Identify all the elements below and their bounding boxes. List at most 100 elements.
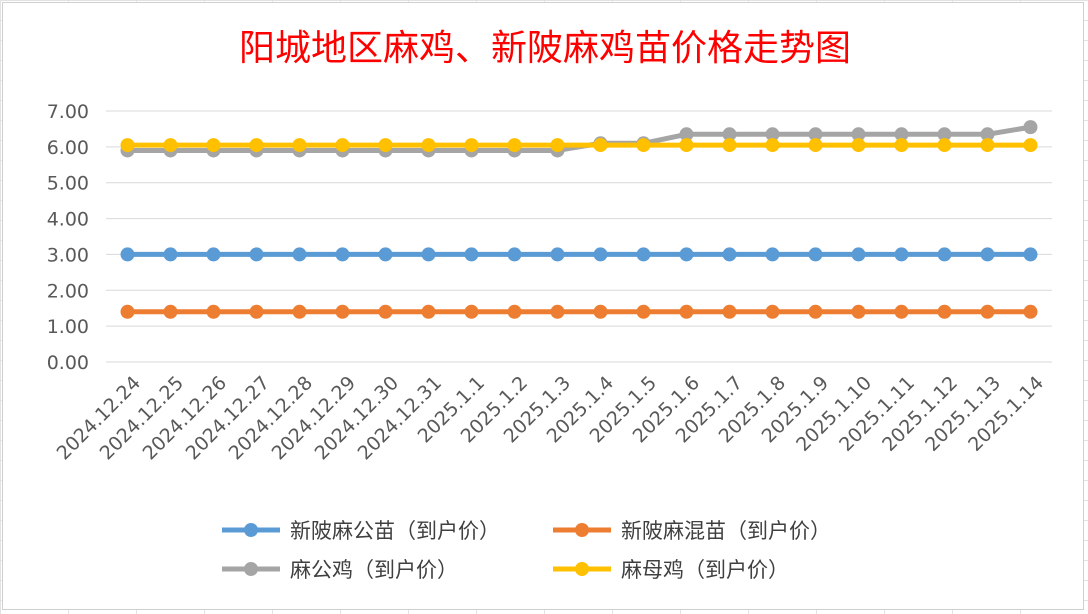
data-point [851, 127, 866, 142]
legend-item: 麻母鸡（到户价） [553, 558, 789, 582]
data-point [249, 304, 264, 319]
chart-title: 阳城地区麻鸡、新陂麻鸡苗价格走势图 [239, 28, 851, 69]
data-point [120, 138, 135, 153]
data-point [765, 247, 780, 262]
data-point [593, 247, 608, 262]
data-point [464, 304, 479, 319]
data-point [292, 138, 307, 153]
data-point [679, 138, 694, 153]
data-point [722, 304, 737, 319]
x-axis-ticks: 2024.12.242024.12.252024.12.262024.12.27… [53, 372, 1048, 464]
data-point [1023, 138, 1038, 153]
series-3 [120, 138, 1038, 153]
data-point [550, 138, 565, 153]
legend-item: 新陂麻公苗（到户价） [222, 519, 500, 543]
data-point [464, 138, 479, 153]
data-point [765, 127, 780, 142]
y-tick-label: 3.00 [47, 244, 89, 266]
legend-label: 新陂麻混苗（到户价） [621, 519, 831, 543]
data-point [679, 127, 694, 142]
data-point [894, 138, 909, 153]
data-point [550, 304, 565, 319]
y-axis-ticks: 0.00 1.00 2.00 3.00 4.00 5.00 6.00 7.00 [47, 101, 89, 374]
data-point [722, 138, 737, 153]
data-point [808, 304, 823, 319]
data-point [120, 304, 135, 319]
data-point [163, 247, 178, 262]
data-point [937, 247, 952, 262]
data-point [507, 304, 522, 319]
data-point [206, 304, 221, 319]
data-point [1023, 247, 1038, 262]
data-point [937, 127, 952, 142]
data-point [851, 138, 866, 153]
legend: 新陂麻公苗（到户价） 新陂麻混苗（到户价） 麻公鸡（到户价） 麻母鸡（到户价） [222, 519, 831, 582]
data-point [378, 304, 393, 319]
data-point [335, 304, 350, 319]
y-tick-label: 1.00 [47, 316, 89, 338]
legend-swatch-marker [244, 562, 258, 576]
data-point [636, 247, 651, 262]
data-point [1023, 304, 1038, 319]
data-point [593, 138, 608, 153]
data-point [335, 247, 350, 262]
data-point [679, 304, 694, 319]
data-point [980, 127, 995, 142]
legend-swatch-marker [244, 523, 258, 537]
data-point [894, 304, 909, 319]
data-point [163, 138, 178, 153]
data-point [937, 304, 952, 319]
legend-item: 新陂麻混苗（到户价） [553, 519, 831, 543]
y-tick-label: 7.00 [47, 101, 89, 123]
data-point [765, 304, 780, 319]
data-point [1023, 120, 1038, 135]
data-point [163, 304, 178, 319]
data-point [679, 247, 694, 262]
legend-item: 麻公鸡（到户价） [222, 558, 458, 582]
data-point [249, 247, 264, 262]
data-point [507, 247, 522, 262]
series-layer [120, 120, 1038, 319]
data-point [894, 247, 909, 262]
data-point [550, 247, 565, 262]
y-tick-label: 2.00 [47, 280, 89, 302]
data-point [851, 247, 866, 262]
data-point [851, 304, 866, 319]
data-point [421, 138, 436, 153]
series-0 [120, 247, 1038, 262]
data-point [808, 247, 823, 262]
data-point [980, 247, 995, 262]
y-tick-label: 0.00 [47, 352, 89, 374]
data-point [120, 247, 135, 262]
data-point [593, 304, 608, 319]
data-point [378, 138, 393, 153]
data-point [636, 304, 651, 319]
data-point [378, 247, 393, 262]
data-point [808, 138, 823, 153]
data-point [206, 138, 221, 153]
legend-label: 麻母鸡（到户价） [621, 558, 789, 582]
data-point [464, 247, 479, 262]
data-point [335, 138, 350, 153]
data-point [636, 138, 651, 153]
data-point [722, 247, 737, 262]
y-tick-label: 6.00 [47, 137, 89, 159]
data-point [421, 247, 436, 262]
data-point [292, 247, 307, 262]
series-1 [120, 304, 1038, 319]
legend-label: 新陂麻公苗（到户价） [290, 519, 500, 543]
legend-label: 麻公鸡（到户价） [290, 558, 458, 582]
data-point [421, 304, 436, 319]
data-point [894, 127, 909, 142]
data-point [507, 138, 522, 153]
data-point [722, 127, 737, 142]
data-point [249, 138, 264, 153]
data-point [808, 127, 823, 142]
data-point [292, 304, 307, 319]
data-point [206, 247, 221, 262]
data-point [765, 138, 780, 153]
y-tick-label: 5.00 [47, 173, 89, 195]
legend-swatch-marker [575, 562, 589, 576]
data-point [937, 138, 952, 153]
